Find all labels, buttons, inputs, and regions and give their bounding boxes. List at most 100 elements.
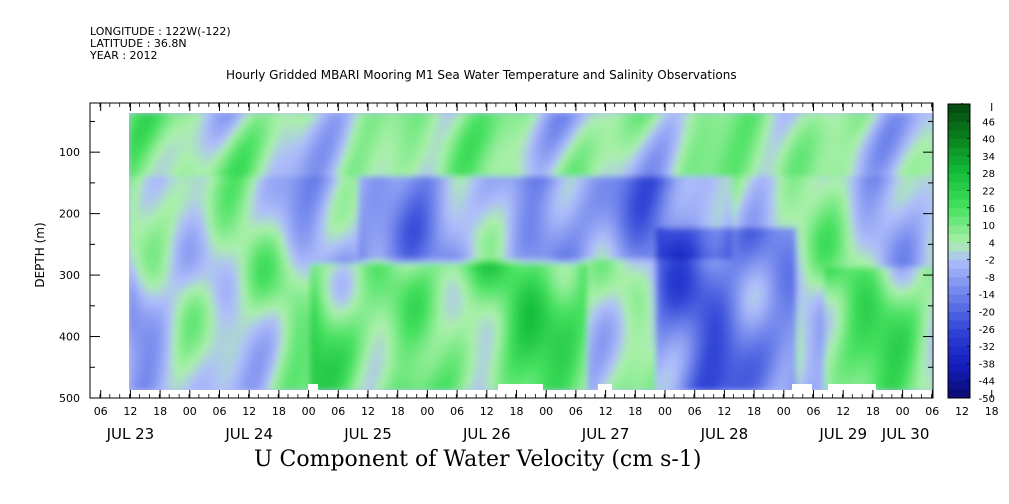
colorbar-segment — [948, 181, 970, 191]
y-tick-label: 500 — [59, 392, 80, 405]
colorbar-segment — [948, 129, 970, 139]
x-day-label: JUL 25 — [343, 425, 392, 443]
y-tick-label: 300 — [59, 269, 80, 282]
x-hour-tick-label: 12 — [123, 405, 137, 418]
colorbar-label: -2 — [985, 256, 995, 267]
velocity-field — [129, 113, 933, 390]
colorbar-segment — [948, 380, 970, 390]
colorbar-segment — [948, 337, 970, 347]
colorbar-segment — [948, 225, 970, 235]
x-day-label: JUL 27 — [581, 425, 630, 443]
missing-data-gap — [498, 384, 543, 398]
colorbar-label: -20 — [979, 308, 995, 319]
x-hour-tick-label: 06 — [807, 405, 821, 418]
colorbar-label: 34 — [982, 152, 995, 163]
x-hour-tick-label: 00 — [896, 405, 910, 418]
colorbar-segment — [948, 354, 970, 364]
colorbar-frame — [947, 103, 971, 399]
colorbar-label: 10 — [982, 221, 995, 232]
colorbar-label: -50 — [979, 394, 995, 405]
colorbar-label: -44 — [979, 377, 995, 388]
colorbar-label: 4 — [989, 238, 995, 249]
x-hour-tick-label: 12 — [836, 405, 850, 418]
colorbar-label: 28 — [982, 169, 995, 180]
colorbar-label: 46 — [982, 117, 995, 128]
x-hour-tick-label: 00 — [183, 405, 197, 418]
x-day-label: JUL 26 — [462, 425, 511, 443]
x-hour-tick-label: 18 — [391, 405, 405, 418]
variable-title: U Component of Water Velocity (cm s-1) — [254, 447, 702, 472]
colorbar-label: -14 — [979, 290, 995, 301]
colorbar-segment — [948, 216, 970, 226]
x-hour-tick-label: 06 — [569, 405, 583, 418]
x-hour-tick-label: 06 — [94, 405, 108, 418]
colorbar-segment — [948, 121, 970, 131]
x-hour-tick-label: 06 — [213, 405, 227, 418]
x-day-label: JUL 30 — [881, 425, 930, 443]
x-hour-tick-label: 06 — [450, 405, 464, 418]
y-tick-label: 200 — [59, 208, 80, 221]
colorbar-segment — [948, 389, 970, 399]
colorbar-segment — [948, 320, 970, 330]
x-hour-tick-label: 18 — [866, 405, 880, 418]
colorbar-segment — [948, 207, 970, 217]
y-tick-label: 400 — [59, 331, 80, 344]
colorbar-segment — [948, 199, 970, 209]
colorbar-segment — [948, 294, 970, 304]
missing-data-gap — [828, 384, 876, 398]
colorbar-segment — [948, 268, 970, 278]
colorbar-label: -26 — [979, 325, 995, 336]
colorbar-segment — [948, 173, 970, 183]
colorbar-segment — [948, 311, 970, 321]
x-day-label: JUL 28 — [700, 425, 749, 443]
colorbar-segment — [948, 147, 970, 157]
x-hour-tick-label: 12 — [480, 405, 494, 418]
x-hour-tick-label: 06 — [331, 405, 345, 418]
x-hour-tick-label: 00 — [302, 405, 316, 418]
missing-data-gap — [308, 384, 318, 398]
colorbar-label: -32 — [979, 342, 995, 353]
colorbar-segment — [948, 251, 970, 261]
colorbar-segment — [948, 372, 970, 382]
missing-data-gap — [792, 384, 812, 398]
plot-frame — [89, 102, 934, 399]
x-hour-tick-label: 12 — [599, 405, 613, 418]
x-hour-tick-label: 18 — [747, 405, 761, 418]
colorbar-segment — [948, 164, 970, 174]
x-hour-tick-label: 00 — [420, 405, 434, 418]
x-hour-tick-label: 18 — [153, 405, 167, 418]
chart-title: Hourly Gridded MBARI Mooring M1 Sea Wate… — [226, 68, 737, 82]
x-hour-tick-label: 00 — [539, 405, 553, 418]
x-hour-tick-label: 12 — [955, 405, 969, 418]
colorbar-segment — [948, 190, 970, 200]
colorbar-segment — [948, 259, 970, 269]
colorbar-segment — [948, 328, 970, 338]
colorbar-segment — [948, 302, 970, 312]
x-hour-tick-label: 12 — [361, 405, 375, 418]
longitude-label: LONGITUDE : 122W(-122) — [90, 25, 231, 38]
colorbar-label: 40 — [982, 135, 995, 146]
x-hour-tick-label: 12 — [717, 405, 731, 418]
missing-data-gap — [598, 384, 612, 398]
x-hour-tick-label: 18 — [985, 405, 999, 418]
colorbar-segment — [948, 363, 970, 373]
x-hour-tick-label: 00 — [658, 405, 672, 418]
y-axis-label: DEPTH (m) — [33, 222, 47, 287]
colorbar-label: 16 — [982, 204, 995, 215]
colorbar: 46 40 34 28 22 16 10 4 -2 -8 -14 -20 -26 -32 -38 -44 -50 — [947, 103, 995, 405]
x-hour-tick-label: 00 — [777, 405, 791, 418]
x-day-label: JUL 24 — [224, 425, 273, 443]
colorbar-label: 22 — [982, 186, 995, 197]
colorbar-segment — [948, 155, 970, 165]
colorbar-segment — [948, 242, 970, 252]
colorbar-segment — [948, 138, 970, 148]
x-day-label: JUL 23 — [106, 425, 155, 443]
missing-data-gaps — [308, 384, 876, 398]
colorbar-segment — [948, 276, 970, 286]
x-hour-tick-label: 06 — [925, 405, 939, 418]
x-hour-tick-label: 12 — [242, 405, 256, 418]
colorbar-segment — [948, 104, 970, 114]
x-hour-tick-label: 18 — [272, 405, 286, 418]
year-label: YEAR : 2012 — [90, 49, 158, 62]
